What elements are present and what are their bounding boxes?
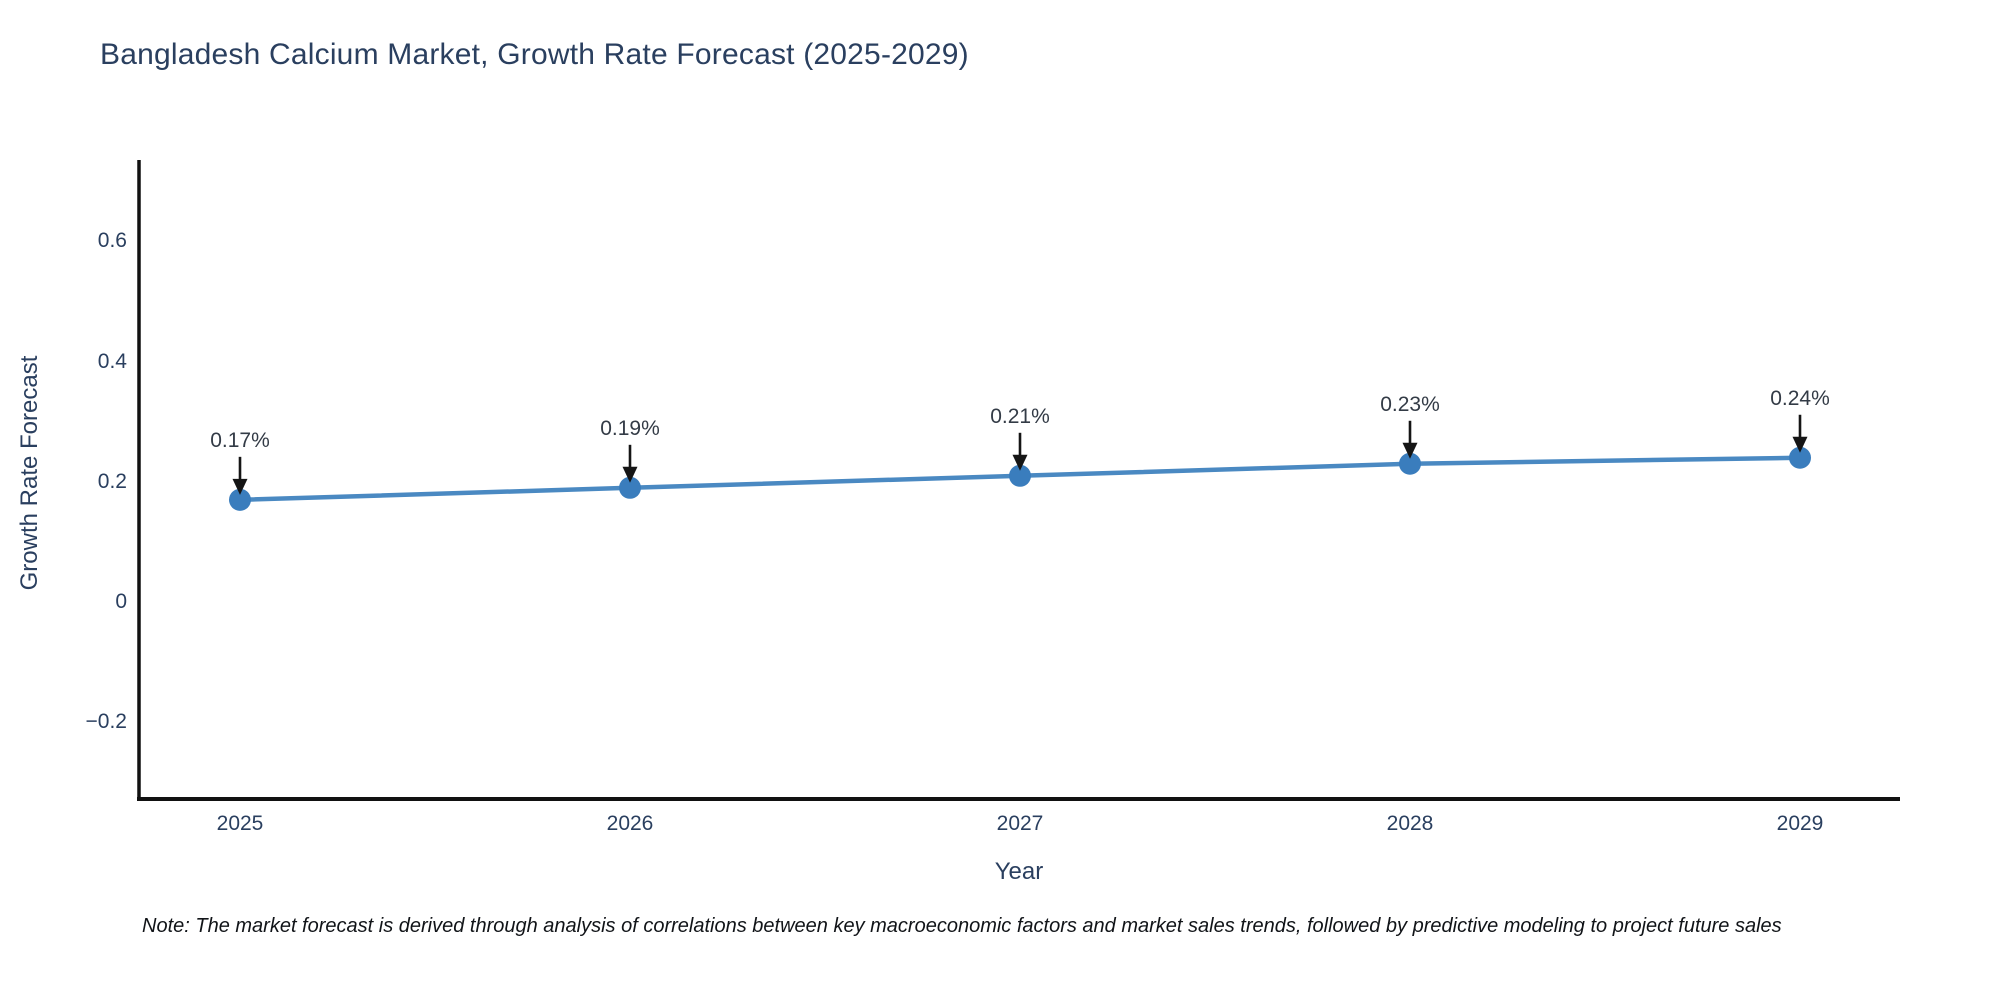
point-label: 0.19%	[600, 416, 660, 440]
chart-title: Bangladesh Calcium Market, Growth Rate F…	[100, 38, 969, 71]
data-point-marker	[229, 488, 251, 511]
footnote: Note: The market forecast is derived thr…	[142, 915, 1782, 937]
annotation-arrow-head	[232, 478, 248, 495]
annotation-arrow-head	[1012, 454, 1028, 471]
x-tick-label: 2026	[606, 812, 654, 835]
data-point-marker	[619, 476, 641, 499]
y-tick-label: −0.2	[85, 710, 127, 734]
x-tick-label: 2029	[1776, 812, 1824, 835]
y-axis-title: Growth Rate Forecast	[16, 355, 43, 591]
data-point-marker	[1399, 452, 1421, 475]
data-point-marker	[1789, 446, 1811, 469]
y-tick-label: 0.2	[97, 469, 127, 493]
x-tick-label: 2028	[1386, 812, 1434, 835]
point-label: 0.17%	[210, 428, 270, 452]
data-point-marker	[1009, 464, 1031, 487]
point-label: 0.24%	[1770, 386, 1830, 410]
annotation-arrow-head	[622, 466, 638, 483]
point-label: 0.21%	[990, 404, 1050, 428]
x-axis-title: Year	[994, 858, 1044, 885]
y-tick-label: 0	[115, 590, 127, 613]
annotation-arrow-head	[1792, 436, 1808, 453]
x-tick-label: 2027	[996, 812, 1044, 835]
y-tick-label: 0.4	[97, 349, 127, 373]
x-tick-label: 2025	[216, 812, 264, 835]
point-label: 0.23%	[1380, 392, 1440, 416]
y-tick-label: 0.6	[97, 229, 127, 253]
annotation-arrow-head	[1402, 442, 1418, 459]
